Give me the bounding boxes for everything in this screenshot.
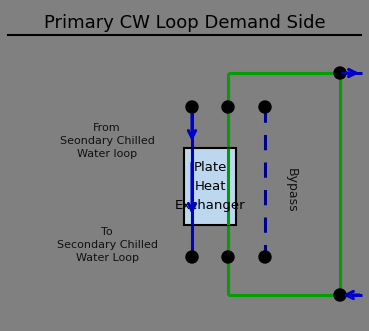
Circle shape: [259, 101, 271, 113]
Text: Bypass: Bypass: [284, 168, 297, 212]
Circle shape: [222, 251, 234, 263]
Circle shape: [222, 101, 234, 113]
Text: To: To: [101, 227, 113, 237]
Text: From: From: [93, 123, 121, 133]
Circle shape: [259, 251, 271, 263]
Text: Seondary Chilled: Seondary Chilled: [59, 136, 155, 146]
Circle shape: [186, 251, 198, 263]
Circle shape: [186, 101, 198, 113]
Text: Primary CW Loop Demand Side: Primary CW Loop Demand Side: [44, 14, 325, 32]
Text: Plate
Heat
Exchanger: Plate Heat Exchanger: [175, 161, 245, 212]
Circle shape: [334, 289, 346, 301]
Circle shape: [334, 67, 346, 79]
Text: Secondary Chilled: Secondary Chilled: [56, 240, 158, 250]
Text: Water Loop: Water Loop: [76, 253, 138, 263]
Text: Water loop: Water loop: [77, 149, 137, 159]
Bar: [184, 148, 236, 225]
